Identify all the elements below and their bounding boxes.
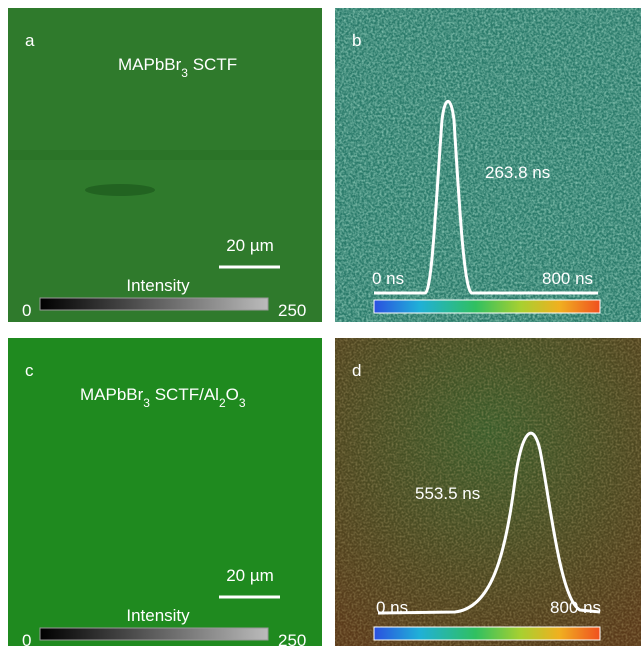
image-feature — [85, 184, 155, 196]
panel-label: c — [25, 361, 34, 380]
image-c — [8, 338, 322, 646]
axis-max: 800 ns — [550, 598, 601, 617]
title-part: 3 — [181, 66, 188, 80]
colorbar — [373, 299, 601, 314]
colorbar-max: 250 — [278, 631, 306, 646]
scale-bar-label: 20 µm — [226, 236, 274, 255]
title-part: 3 — [143, 396, 150, 410]
colorbar-label: Intensity — [126, 276, 190, 295]
panel-title: MAPbBr3 SCTF/Al2O3 — [80, 385, 246, 410]
title-part: MAPbBr — [80, 385, 144, 404]
colorbar-min: 0 — [22, 301, 31, 320]
image-noise — [335, 338, 641, 646]
lifetime-label: 263.8 ns — [485, 163, 550, 182]
axis-max: 800 ns — [542, 269, 593, 288]
colorbar — [373, 626, 601, 641]
axis-min: 0 ns — [372, 269, 404, 288]
title-part: MAPbBr — [118, 55, 182, 74]
title-part: SCTF — [188, 55, 237, 74]
panel-label: b — [352, 31, 361, 50]
colorbar — [39, 627, 269, 641]
lifetime-label: 553.5 ns — [415, 484, 480, 503]
title-part: SCTF/Al — [150, 385, 219, 404]
image-noise — [335, 8, 641, 322]
scale-bar-label: 20 µm — [226, 566, 274, 585]
axis-min: 0 ns — [376, 598, 408, 617]
title-part: O — [226, 385, 239, 404]
title-part: 2 — [219, 396, 226, 410]
colorbar — [39, 297, 269, 311]
colorbar-min: 0 — [22, 631, 31, 646]
lifetime-curve — [377, 431, 601, 615]
panel-label: d — [352, 361, 361, 380]
panel-title: MAPbBr3 SCTF — [118, 55, 237, 80]
panel-label: a — [25, 31, 35, 50]
colorbar-max: 250 — [278, 301, 306, 320]
image-a — [8, 8, 322, 322]
lifetime-curve — [374, 99, 598, 295]
colorbar-label: Intensity — [126, 606, 190, 625]
title-part: 3 — [239, 396, 246, 410]
image-feature — [8, 150, 322, 160]
